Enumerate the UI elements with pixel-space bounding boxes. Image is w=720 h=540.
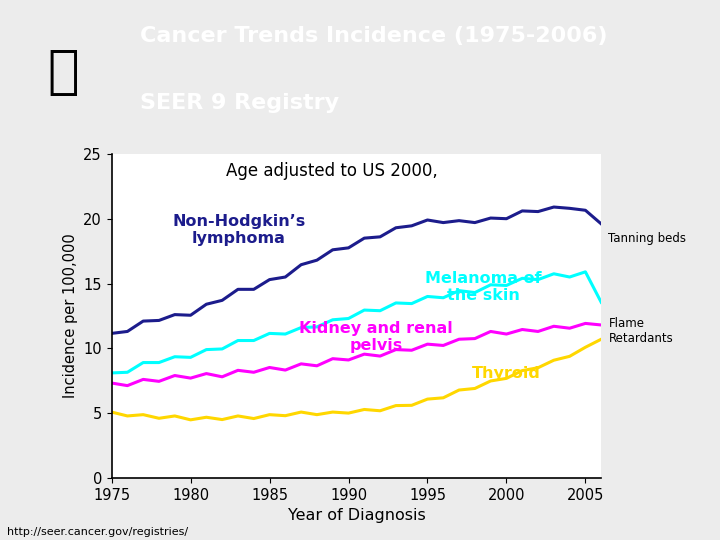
Text: Melanoma of
the skin: Melanoma of the skin bbox=[426, 271, 542, 303]
Text: Thyroid: Thyroid bbox=[472, 366, 540, 381]
Text: http://seer.cancer.gov/registries/: http://seer.cancer.gov/registries/ bbox=[7, 527, 189, 537]
Text: Flame
Retardants: Flame Retardants bbox=[608, 317, 673, 345]
Text: Non-Hodgkin’s
lymphoma: Non-Hodgkin’s lymphoma bbox=[172, 214, 305, 246]
Text: SEER 9 Registry: SEER 9 Registry bbox=[140, 93, 340, 113]
Text: Age adjusted to US 2000,: Age adjusted to US 2000, bbox=[226, 162, 438, 180]
Text: Kidney and renal
pelvis: Kidney and renal pelvis bbox=[299, 321, 453, 353]
Text: Tanning beds: Tanning beds bbox=[608, 232, 686, 245]
X-axis label: Year of Diagnosis: Year of Diagnosis bbox=[287, 508, 426, 523]
Text: Cancer Trends Incidence (1975-2006): Cancer Trends Incidence (1975-2006) bbox=[140, 26, 608, 46]
Y-axis label: Incidence per 100,000: Incidence per 100,000 bbox=[63, 233, 78, 399]
Text: 🧪: 🧪 bbox=[48, 45, 78, 98]
